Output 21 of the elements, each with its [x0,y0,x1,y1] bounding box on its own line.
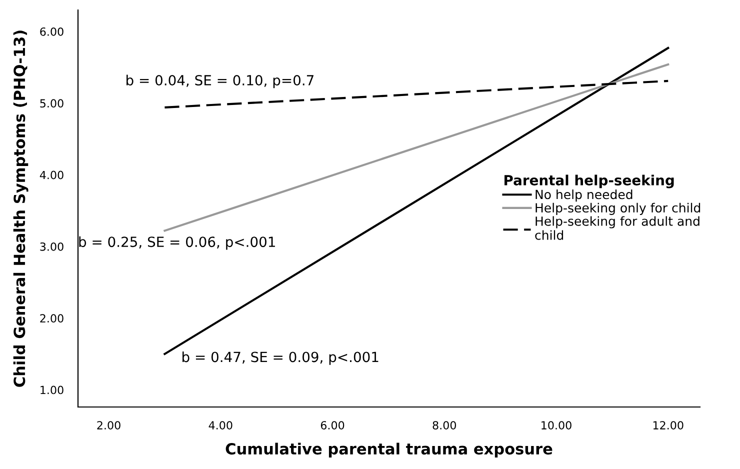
y-tick-label: 3.00 [40,242,64,251]
y-tick-label: 6.00 [40,27,64,36]
y-tick-label: 5.00 [40,99,64,108]
annotation: b = 0.04, SE = 0.10, p=0.7 [126,74,314,88]
legend-label: Help-seeking for adult and child [535,216,700,240]
x-tick-label: 6.00 [320,421,344,430]
x-tick-label: 12.00 [653,421,684,430]
annotation: b = 0.47, SE = 0.09, p<.001 [182,351,378,365]
x-tick-label: 4.00 [208,421,232,430]
y-tick-label: 4.00 [40,170,64,180]
x-tick-label: 8.00 [432,421,456,430]
annotation: b = 0.25, SE = 0.06, p<.001 [79,236,275,250]
x-axis-title: Cumulative parental trauma exposure [226,442,552,458]
y-tick-label: 1.00 [40,386,64,394]
y-tick-label: 2.00 [40,314,64,323]
legend-label: No help needed [536,190,632,202]
x-tick-label: 10.00 [542,421,572,430]
x-tick-label: 2.00 [97,421,120,430]
y-axis-title: Child General Health Symptoms (PHQ-13) [13,30,28,387]
legend-title: Parental help-seeking [504,174,674,188]
legend-label: Help-seeking only for child [536,202,700,215]
